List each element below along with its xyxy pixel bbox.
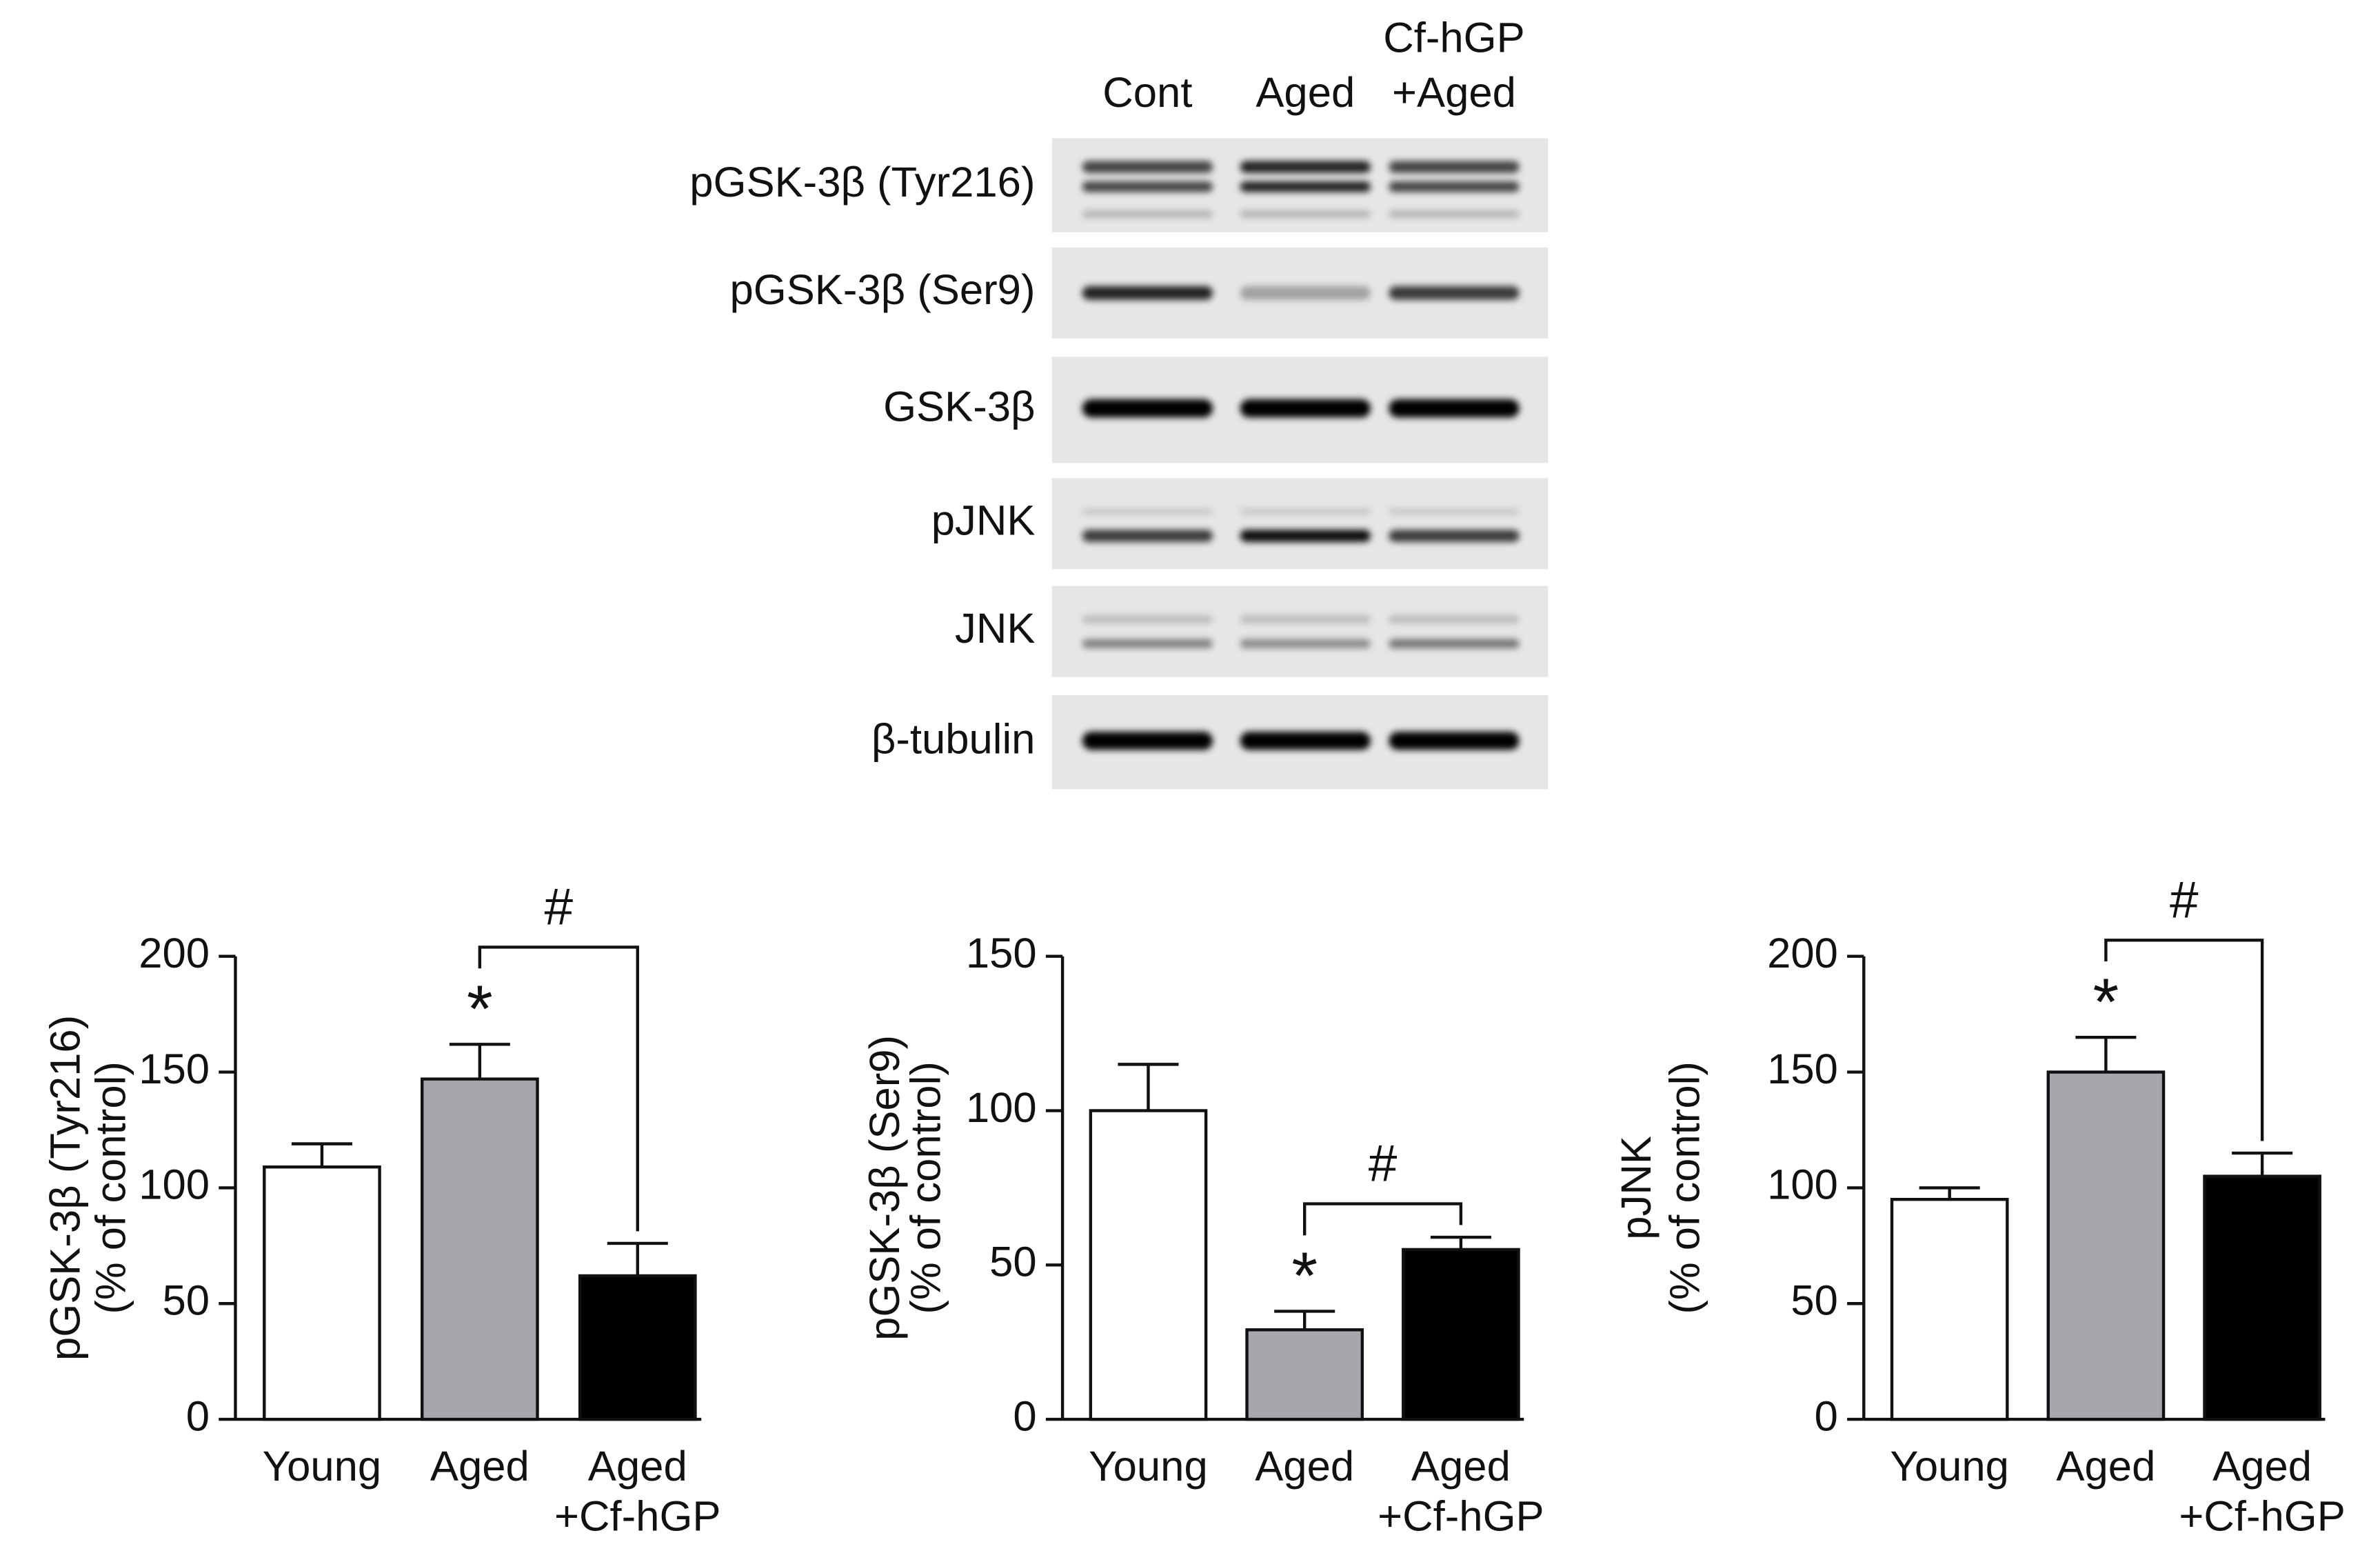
bar bbox=[2203, 1174, 2321, 1421]
bar bbox=[1245, 1328, 1364, 1421]
band bbox=[1082, 530, 1213, 542]
y-tick-label: 0 bbox=[1013, 1392, 1036, 1440]
significance-bracket bbox=[478, 945, 639, 1232]
significance-label: # bbox=[2170, 870, 2199, 928]
y-tick-label: 100 bbox=[1767, 1161, 1838, 1209]
y-tick-label: 150 bbox=[966, 930, 1037, 977]
lane-label: Cont bbox=[1102, 69, 1192, 117]
band bbox=[1389, 731, 1520, 750]
lane-label: Aged bbox=[1255, 69, 1355, 117]
x-tick-label: Aged bbox=[1255, 1443, 1354, 1490]
band bbox=[1082, 210, 1213, 218]
band bbox=[1389, 210, 1520, 218]
band bbox=[1389, 181, 1520, 192]
band bbox=[1389, 161, 1520, 173]
bar bbox=[578, 1274, 697, 1421]
x-tick-label: +Cf-hGP bbox=[2179, 1493, 2345, 1541]
bar bbox=[263, 1165, 381, 1421]
band bbox=[1240, 530, 1371, 542]
band bbox=[1240, 161, 1371, 173]
y-tick-label: 0 bbox=[1815, 1392, 1838, 1440]
y-tick-label: 50 bbox=[989, 1239, 1037, 1286]
y-tick-label: 100 bbox=[139, 1161, 210, 1209]
y-axis-label: (% of control) bbox=[88, 1061, 135, 1314]
y-tick-label: 150 bbox=[1767, 1045, 1838, 1093]
blot-panel bbox=[1051, 585, 1549, 677]
y-tick-label: 0 bbox=[186, 1392, 210, 1440]
band bbox=[1240, 639, 1371, 648]
band bbox=[1389, 530, 1520, 542]
band bbox=[1240, 615, 1371, 623]
band bbox=[1082, 399, 1213, 418]
significance-bracket bbox=[1302, 1202, 1463, 1236]
x-tick-label: Aged bbox=[2056, 1443, 2155, 1490]
chart: 0 50 100 150 200 pJNK (% of control) Young Aged A… bbox=[1613, 870, 2346, 1540]
row-label: GSK-3β bbox=[883, 383, 1035, 431]
x-tick-label: Aged bbox=[1411, 1443, 1511, 1490]
x-tick-label: Young bbox=[263, 1443, 382, 1490]
x-tick-label: Aged bbox=[430, 1443, 530, 1490]
significance-label: # bbox=[1369, 1134, 1398, 1192]
band bbox=[1389, 508, 1520, 515]
y-axis-label: (% of control) bbox=[902, 1061, 950, 1314]
chart: 0 50 100 150 pGSK-3β (Ser9)(% of control) You… bbox=[861, 930, 1544, 1541]
x-tick-label: Aged bbox=[588, 1443, 687, 1490]
bar bbox=[1402, 1248, 1520, 1421]
y-axis-label: pGSK-3β (Tyr216) bbox=[42, 1015, 90, 1361]
significance-marker: * bbox=[467, 971, 493, 1046]
x-tick-label: Young bbox=[1089, 1443, 1208, 1490]
band bbox=[1240, 731, 1371, 750]
y-tick-label: 200 bbox=[139, 930, 210, 977]
band bbox=[1389, 639, 1520, 648]
band bbox=[1240, 210, 1371, 218]
bar bbox=[421, 1077, 539, 1421]
bar bbox=[1089, 1109, 1208, 1421]
band bbox=[1082, 161, 1213, 173]
band bbox=[1082, 615, 1213, 623]
y-axis-label: pGSK-3β (Ser9) bbox=[861, 1035, 909, 1341]
band bbox=[1389, 399, 1520, 418]
western-blot: Cont Aged Cf-hGP +Aged pGSK-3β (Tyr216) pGSK-… bbox=[689, 14, 1549, 790]
row-label: pGSK-3β (Ser9) bbox=[729, 266, 1035, 314]
band bbox=[1240, 286, 1371, 300]
band bbox=[1082, 508, 1213, 515]
y-axis-label: (% of control) bbox=[1661, 1061, 1708, 1314]
lane-label: +Aged bbox=[1392, 69, 1516, 117]
y-tick-label: 200 bbox=[1767, 930, 1838, 977]
row-label: pGSK-3β (Tyr216) bbox=[689, 159, 1035, 206]
row-label: pJNK bbox=[931, 497, 1036, 545]
y-axis-label: pJNK bbox=[1613, 1136, 1660, 1240]
band bbox=[1082, 731, 1213, 750]
significance-bracket bbox=[2104, 939, 2264, 1141]
lane-label: Cf-hGP bbox=[1383, 14, 1524, 62]
x-tick-label: +Cf-hGP bbox=[554, 1493, 720, 1541]
y-tick-label: 100 bbox=[966, 1084, 1037, 1132]
y-tick-label: 50 bbox=[1791, 1277, 1838, 1325]
x-tick-label: Aged bbox=[2212, 1443, 2312, 1490]
band bbox=[1082, 181, 1213, 192]
row-label: β-tubulin bbox=[871, 716, 1036, 763]
chart: 0 50 100 150 200 pGSK-3β (Tyr216)(% of contro… bbox=[42, 877, 721, 1540]
significance-marker: * bbox=[1291, 1238, 1318, 1313]
band bbox=[1240, 508, 1371, 515]
y-tick-label: 150 bbox=[139, 1045, 210, 1093]
blot-panel bbox=[1051, 478, 1549, 570]
bar bbox=[2046, 1070, 2166, 1421]
row-label: JNK bbox=[955, 605, 1035, 652]
band bbox=[1389, 286, 1520, 300]
x-tick-label: +Cf-hGP bbox=[1378, 1493, 1544, 1541]
y-tick-label: 50 bbox=[162, 1277, 210, 1325]
band bbox=[1082, 639, 1213, 648]
bar bbox=[1890, 1197, 2009, 1421]
band bbox=[1389, 615, 1520, 623]
band bbox=[1082, 286, 1213, 300]
band bbox=[1240, 181, 1371, 192]
significance-marker: * bbox=[2093, 964, 2119, 1039]
x-tick-label: Young bbox=[1890, 1443, 2009, 1490]
band bbox=[1240, 399, 1371, 418]
significance-label: # bbox=[545, 877, 574, 935]
